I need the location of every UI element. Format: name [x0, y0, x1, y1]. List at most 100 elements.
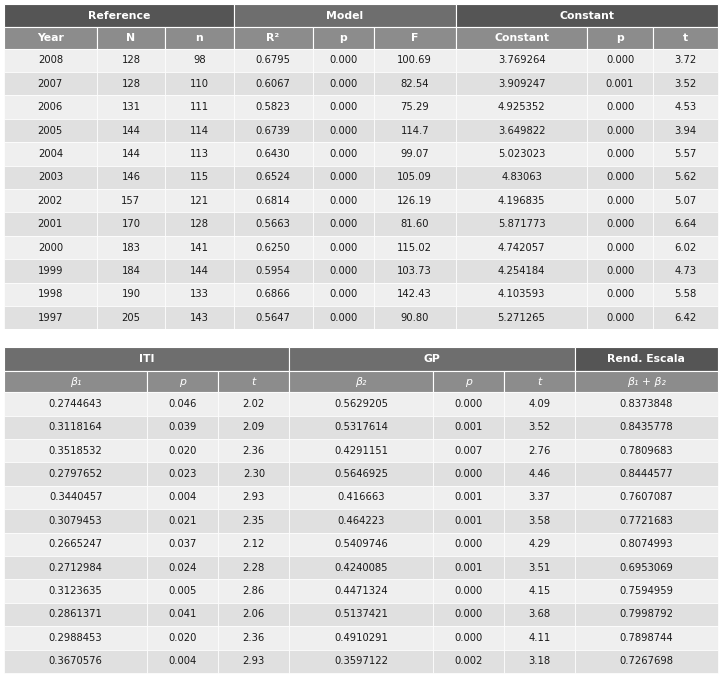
Text: 0.000: 0.000 — [329, 266, 357, 276]
Text: 4.742057: 4.742057 — [498, 242, 545, 253]
Text: 4.83063: 4.83063 — [501, 173, 542, 182]
Text: 3.909247: 3.909247 — [498, 79, 545, 89]
Bar — [588, 166, 653, 189]
Text: 0.5646925: 0.5646925 — [334, 469, 388, 479]
Bar — [147, 650, 218, 673]
Text: 2.12: 2.12 — [243, 540, 265, 549]
Text: 2005: 2005 — [38, 125, 63, 135]
Text: R²: R² — [266, 33, 279, 43]
Bar — [234, 49, 313, 72]
Bar — [432, 439, 504, 462]
Text: 0.6953069: 0.6953069 — [619, 563, 674, 573]
Bar — [4, 603, 147, 626]
Text: 0.000: 0.000 — [329, 79, 357, 89]
Text: 0.000: 0.000 — [329, 196, 357, 206]
Bar — [290, 439, 432, 462]
Text: 2.36: 2.36 — [243, 445, 265, 456]
Text: 0.5409746: 0.5409746 — [334, 540, 388, 549]
Bar — [456, 236, 588, 259]
Bar — [575, 626, 718, 650]
Text: 0.000: 0.000 — [454, 399, 482, 409]
Bar — [97, 236, 165, 259]
Bar — [147, 603, 218, 626]
Text: 0.8444577: 0.8444577 — [619, 469, 673, 479]
Text: 114.7: 114.7 — [401, 125, 429, 135]
Bar — [653, 27, 718, 49]
Bar — [456, 189, 588, 213]
Text: 0.002: 0.002 — [454, 656, 482, 666]
Bar — [432, 462, 504, 486]
Bar — [234, 142, 313, 166]
Bar — [290, 533, 432, 556]
Text: 81.60: 81.60 — [401, 219, 429, 230]
Bar — [653, 72, 718, 95]
Bar — [588, 283, 653, 306]
Text: 0.004: 0.004 — [169, 492, 197, 502]
Bar — [165, 213, 234, 236]
Bar — [432, 533, 504, 556]
Text: 5.57: 5.57 — [674, 149, 697, 159]
Text: 0.4291151: 0.4291151 — [334, 445, 388, 456]
Bar — [97, 283, 165, 306]
Text: 205: 205 — [121, 313, 140, 323]
Bar — [504, 486, 575, 509]
Text: 4.196835: 4.196835 — [498, 196, 545, 206]
Bar — [588, 259, 653, 283]
Bar — [432, 650, 504, 673]
Bar — [234, 259, 313, 283]
Bar — [374, 142, 456, 166]
Text: β₁: β₁ — [70, 376, 82, 387]
Text: 0.000: 0.000 — [606, 196, 634, 206]
Bar — [165, 306, 234, 330]
Text: 3.769264: 3.769264 — [497, 56, 545, 66]
Text: 115: 115 — [190, 173, 209, 182]
Bar — [374, 213, 456, 236]
Bar — [374, 283, 456, 306]
Text: 0.004: 0.004 — [169, 656, 197, 666]
Bar — [504, 650, 575, 673]
Text: 1999: 1999 — [38, 266, 63, 276]
Bar — [97, 213, 165, 236]
Bar — [147, 416, 218, 439]
Text: 4.29: 4.29 — [528, 540, 550, 549]
Bar — [456, 4, 718, 27]
Text: 2.36: 2.36 — [243, 633, 265, 643]
Bar — [290, 416, 432, 439]
Bar — [653, 49, 718, 72]
Bar — [456, 95, 588, 119]
Bar — [456, 72, 588, 95]
Text: 3.68: 3.68 — [529, 609, 550, 619]
Text: 183: 183 — [121, 242, 140, 253]
Text: 0.6814: 0.6814 — [256, 196, 290, 206]
Bar — [588, 236, 653, 259]
Bar — [218, 439, 290, 462]
Bar — [97, 27, 165, 49]
Text: 0.000: 0.000 — [454, 586, 482, 596]
Text: 0.001: 0.001 — [454, 563, 482, 573]
Text: 100.69: 100.69 — [397, 56, 432, 66]
Bar — [653, 259, 718, 283]
Text: 0.3123635: 0.3123635 — [49, 586, 103, 596]
Bar — [374, 236, 456, 259]
Text: 0.000: 0.000 — [606, 102, 634, 112]
Text: β₂: β₂ — [355, 376, 367, 387]
Bar — [432, 371, 504, 392]
Bar — [504, 533, 575, 556]
Text: 103.73: 103.73 — [397, 266, 432, 276]
Text: 133: 133 — [190, 289, 209, 299]
Text: 0.7607087: 0.7607087 — [619, 492, 673, 502]
Text: 144: 144 — [121, 149, 140, 159]
Text: 99.07: 99.07 — [401, 149, 429, 159]
Bar — [588, 95, 653, 119]
Text: 128: 128 — [121, 56, 140, 66]
Text: 4.11: 4.11 — [528, 633, 550, 643]
Bar — [234, 72, 313, 95]
Bar — [4, 4, 234, 27]
Bar — [290, 347, 575, 371]
Bar — [165, 142, 234, 166]
Bar — [374, 259, 456, 283]
Text: 4.103593: 4.103593 — [498, 289, 545, 299]
Bar — [575, 347, 718, 371]
Bar — [4, 27, 97, 49]
Text: 0.000: 0.000 — [606, 289, 634, 299]
